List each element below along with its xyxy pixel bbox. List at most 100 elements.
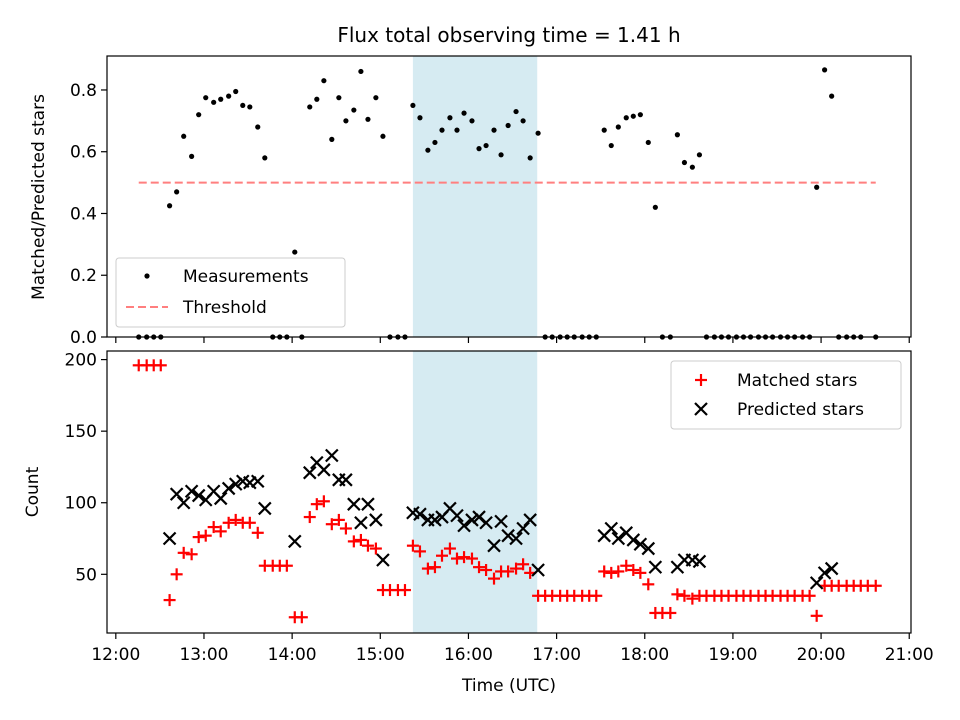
measurement-point — [439, 127, 445, 133]
matched-star-point — [325, 518, 338, 531]
x-b — [169, 487, 184, 501]
measurement-point — [674, 132, 680, 138]
measurement-point — [469, 118, 475, 124]
x-b — [611, 531, 626, 546]
predicted-star-point — [228, 477, 243, 491]
predicted-star-point — [450, 508, 464, 523]
matched-star-point — [671, 588, 684, 601]
matched-star-point — [177, 546, 190, 559]
matched-star-point — [317, 495, 330, 508]
x-b — [428, 513, 442, 527]
predicted-star-point — [221, 481, 236, 496]
bottom-highlight-span — [412, 351, 538, 633]
predicted-star-point — [487, 538, 501, 553]
x-b — [465, 513, 479, 527]
matched-star-point — [170, 568, 183, 581]
predicted-star-point — [250, 474, 265, 489]
measurement-point — [410, 102, 416, 109]
matched-star-point — [347, 535, 360, 548]
matched-star-point — [443, 542, 456, 555]
y-tick-label: 0.0 — [70, 328, 97, 348]
measurement-point — [417, 115, 423, 121]
measurement-point — [822, 67, 828, 73]
top-highlight-span — [412, 56, 538, 337]
predicted-star-point — [361, 497, 375, 511]
matched-star-point — [295, 611, 308, 624]
matched-star-point — [339, 522, 352, 535]
measurement-point — [329, 136, 335, 142]
predicted-star-point — [428, 513, 442, 527]
matched-star-point — [428, 561, 441, 574]
measurement-point — [696, 152, 703, 158]
predicted-star-point — [465, 513, 479, 527]
matched-star-point — [488, 572, 501, 585]
x-b — [354, 515, 368, 530]
y-tick-label: 100 — [65, 494, 97, 514]
matched-star-point — [678, 589, 691, 602]
predicted-star-point — [317, 463, 331, 477]
x-b — [626, 533, 641, 547]
x-b — [235, 474, 250, 489]
x-tick-label: 13:00 — [179, 645, 228, 665]
x-tick-label: 14:00 — [268, 645, 317, 665]
predicted-star-point — [479, 515, 493, 530]
x-b — [206, 484, 221, 499]
measurement-point — [461, 110, 467, 116]
measurement-point — [814, 184, 820, 190]
predicted-star-point — [501, 528, 515, 543]
matched-star-point — [214, 525, 227, 538]
top-legend: Measurements Threshold — [115, 257, 346, 328]
top-plot-frame — [106, 55, 912, 338]
measurement-point — [373, 95, 379, 101]
legend-threshold-label: Threshold — [182, 298, 267, 318]
measurement-point — [211, 99, 217, 105]
measurement-point — [255, 124, 261, 130]
x-b — [809, 576, 824, 590]
predicted-star-point — [457, 518, 471, 533]
measurement-point — [196, 112, 202, 118]
matched-star-point — [605, 566, 618, 579]
predicted-star-point — [531, 563, 545, 577]
matched-star-point — [686, 592, 699, 605]
matched-star-point — [473, 561, 486, 574]
measurement-point — [447, 115, 453, 121]
matched-star-point — [310, 498, 323, 511]
matched-star-point — [222, 516, 235, 529]
measurement-point — [615, 124, 621, 130]
matched-star-point — [458, 551, 471, 564]
x-b — [317, 463, 331, 477]
matched-star-point — [369, 542, 382, 555]
matched-star-point — [185, 548, 198, 561]
measurement-point — [321, 78, 327, 84]
predicted-star-point — [824, 561, 839, 576]
x-b — [339, 473, 353, 487]
measurement-point — [247, 104, 253, 110]
predicted-star-point — [339, 473, 353, 487]
predicted-star-point — [611, 531, 626, 546]
measurement-point — [425, 147, 431, 153]
y-tick-label: 0.6 — [70, 143, 97, 163]
measurement-point — [218, 96, 224, 102]
measurement-point — [336, 95, 342, 101]
predicted-star-point — [523, 513, 537, 527]
predicted-stars-points — [162, 448, 839, 590]
matched-star-point — [517, 558, 530, 571]
measurement-point — [233, 88, 239, 95]
x-b — [191, 488, 206, 503]
x-b — [310, 455, 324, 470]
x-b — [162, 531, 177, 546]
measurement-point — [166, 203, 173, 209]
matched-star-point — [627, 564, 640, 577]
matched-star-point — [810, 609, 823, 622]
x-b — [213, 491, 228, 506]
matched-star-point — [361, 539, 374, 552]
matched-star-point — [480, 564, 493, 577]
predicted-star-point — [347, 497, 361, 511]
top-legend-box — [115, 257, 346, 328]
x-b — [221, 481, 236, 496]
y-tick-label: 0.2 — [70, 266, 97, 286]
legend-predicted-label: Predicted stars — [737, 400, 864, 420]
matched-star-point — [510, 562, 523, 575]
x-tick-label: 21:00 — [885, 645, 934, 665]
x-b — [457, 518, 471, 533]
